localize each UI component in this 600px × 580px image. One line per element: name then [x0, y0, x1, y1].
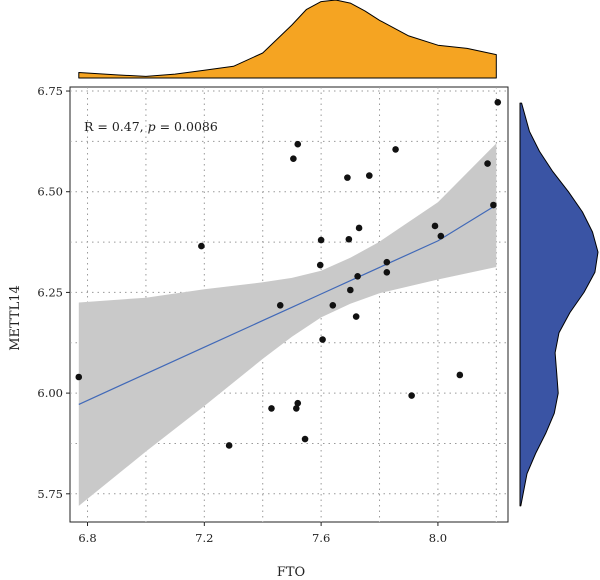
data-point [408, 392, 415, 399]
data-point [198, 242, 205, 250]
data-point [317, 236, 325, 244]
data-point [366, 172, 373, 179]
data-point [431, 222, 439, 230]
y-tick-label: 6.50 [37, 185, 63, 199]
x-tick-label: 6.8 [78, 531, 96, 545]
fit-line [78, 204, 497, 405]
y-tick-label: 6.75 [37, 84, 63, 98]
data-point [437, 232, 445, 240]
data-point [294, 140, 302, 148]
top-density-plot [78, 0, 497, 79]
confidence-band [78, 143, 497, 506]
y-tick-label: 6.00 [37, 386, 63, 400]
regression-line [78, 204, 497, 405]
correlation-annotation: R = 0.47, p = 0.0086 [84, 119, 218, 134]
y-axis-title: METTL14 [8, 285, 23, 351]
y-tick-label: 5.75 [37, 487, 63, 501]
data-point [276, 302, 284, 309]
right-density-area [519, 102, 599, 507]
data-point [293, 405, 300, 412]
data-point [352, 313, 360, 320]
y-tick-label: 6.25 [37, 285, 63, 299]
data-points [75, 99, 502, 449]
data-point [268, 405, 275, 412]
right-density-plot [519, 102, 599, 507]
data-point [290, 155, 297, 162]
data-point [354, 273, 361, 280]
data-point [329, 302, 337, 309]
x-tick-label: 8.0 [429, 531, 447, 545]
data-point [456, 371, 464, 379]
data-point [301, 435, 309, 443]
data-point [344, 174, 351, 181]
data-point [319, 336, 326, 343]
x-tick-label: 7.6 [312, 531, 330, 545]
data-point [225, 442, 233, 449]
data-point [383, 258, 391, 266]
data-point [490, 201, 497, 209]
data-point [347, 286, 354, 294]
data-point [316, 261, 324, 269]
data-point [294, 399, 302, 407]
data-point [345, 235, 353, 243]
x-axis-title: FTO [277, 565, 305, 580]
confidence-band-area [78, 143, 497, 506]
data-point [494, 99, 502, 106]
y-axis-ticks: 5.75 6.00 6.25 6.50 6.75 [37, 84, 70, 501]
data-point [355, 224, 363, 232]
data-point [75, 373, 83, 381]
data-point [383, 268, 391, 276]
plot-panel [69, 86, 509, 523]
x-tick-label: 7.2 [195, 531, 213, 545]
data-point [484, 160, 491, 167]
top-density-area [78, 0, 497, 79]
data-point [392, 146, 399, 153]
x-axis-ticks: 6.8 7.2 7.6 8.0 [78, 522, 447, 545]
